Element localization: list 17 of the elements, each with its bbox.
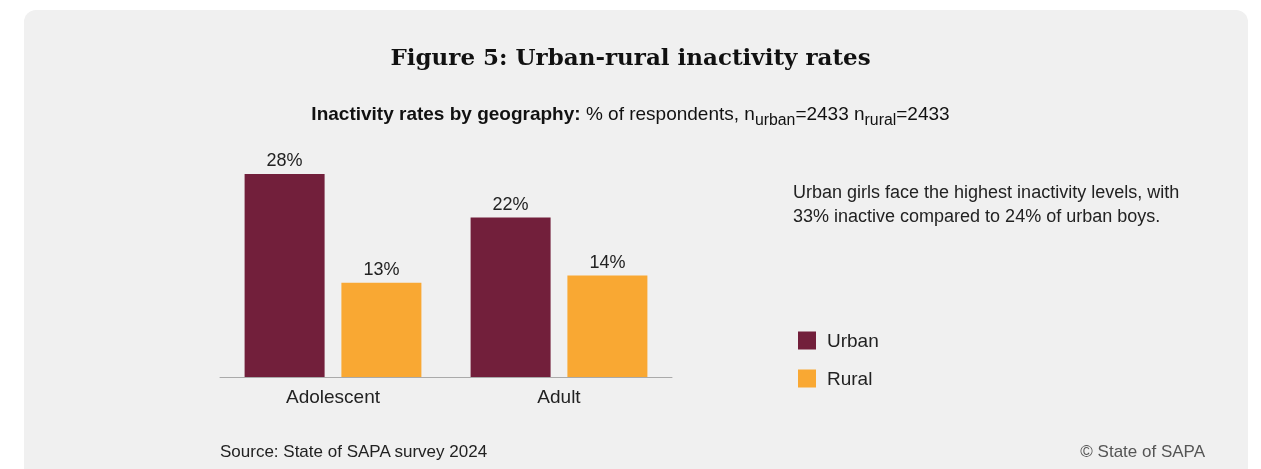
x-tick-label: Adolescent bbox=[285, 386, 381, 407]
data-label: 22% bbox=[492, 193, 529, 214]
text: © State of SAPA bbox=[1080, 442, 1205, 462]
bar bbox=[341, 282, 422, 377]
x-tick-label: Adult bbox=[537, 386, 582, 407]
text: Urban girls face the highest inactivity levels, with 33% inactive compared to 24% of urban boys. bbox=[793, 181, 1181, 228]
data-label: 13% bbox=[363, 258, 400, 279]
bar bbox=[470, 217, 551, 377]
chart-title: Figure 5: Urban-rural inactivity rates bbox=[389, 43, 872, 70]
bar bbox=[244, 174, 325, 377]
chart-subtitle: Inactivity rates by geography: % of respondents, n$_{urban}$=2433 n$_{rural}$=2433 bbox=[311, 103, 950, 128]
source-note: Source: State of SAPA survey 2024 bbox=[220, 442, 488, 462]
legend-label: Rural bbox=[827, 368, 873, 389]
data-label: 28% bbox=[266, 150, 303, 170]
legend-label: Urban bbox=[827, 330, 879, 351]
bar bbox=[567, 275, 648, 377]
data-label: 14% bbox=[589, 251, 626, 272]
